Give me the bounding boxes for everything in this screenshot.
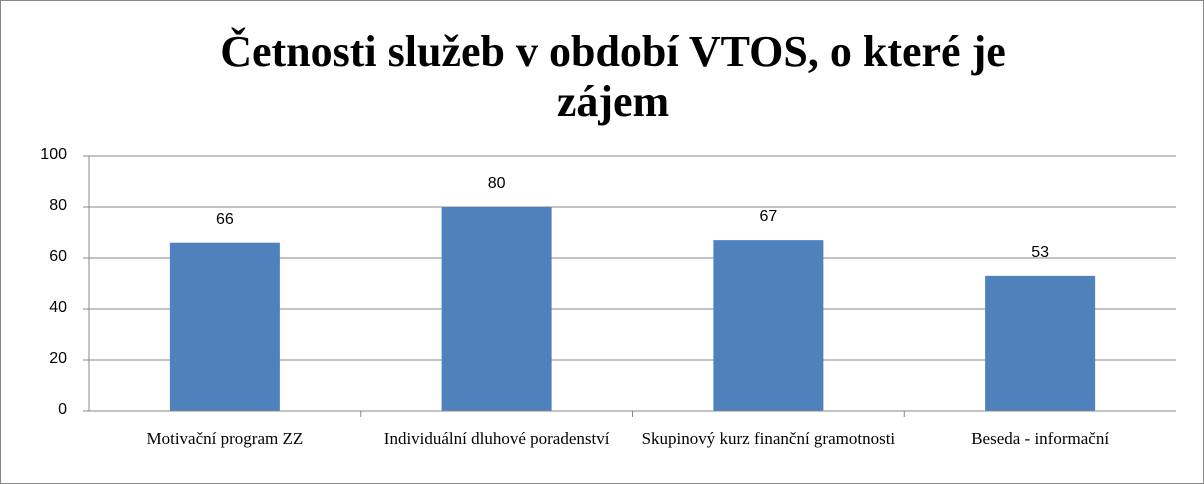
x-tick-label: Motivační program ZZ xyxy=(146,429,304,448)
bar xyxy=(713,240,824,411)
x-tick-label: Individuální dluhové poradenství xyxy=(383,429,610,448)
y-tick-label: 0 xyxy=(58,401,67,418)
y-tick-label: 80 xyxy=(49,197,67,214)
y-tick-label: 100 xyxy=(40,146,67,163)
data-label: 67 xyxy=(759,208,778,226)
y-tick-label: 40 xyxy=(49,299,67,316)
bar xyxy=(985,275,1096,411)
data-label: 80 xyxy=(487,175,506,192)
bar xyxy=(441,207,552,411)
chart-title: Četnosti služeb v období VTOS, o které j… xyxy=(220,27,1006,126)
x-tick-label: Skupinový kurz finanční gramotnosti xyxy=(641,429,896,448)
bar xyxy=(169,242,280,411)
data-label: 66 xyxy=(215,210,234,228)
y-tick-label: 20 xyxy=(49,350,67,367)
x-tick-label: Beseda - informační xyxy=(971,429,1110,448)
y-tick-label: 60 xyxy=(49,248,67,265)
data-label: 53 xyxy=(1031,243,1050,261)
